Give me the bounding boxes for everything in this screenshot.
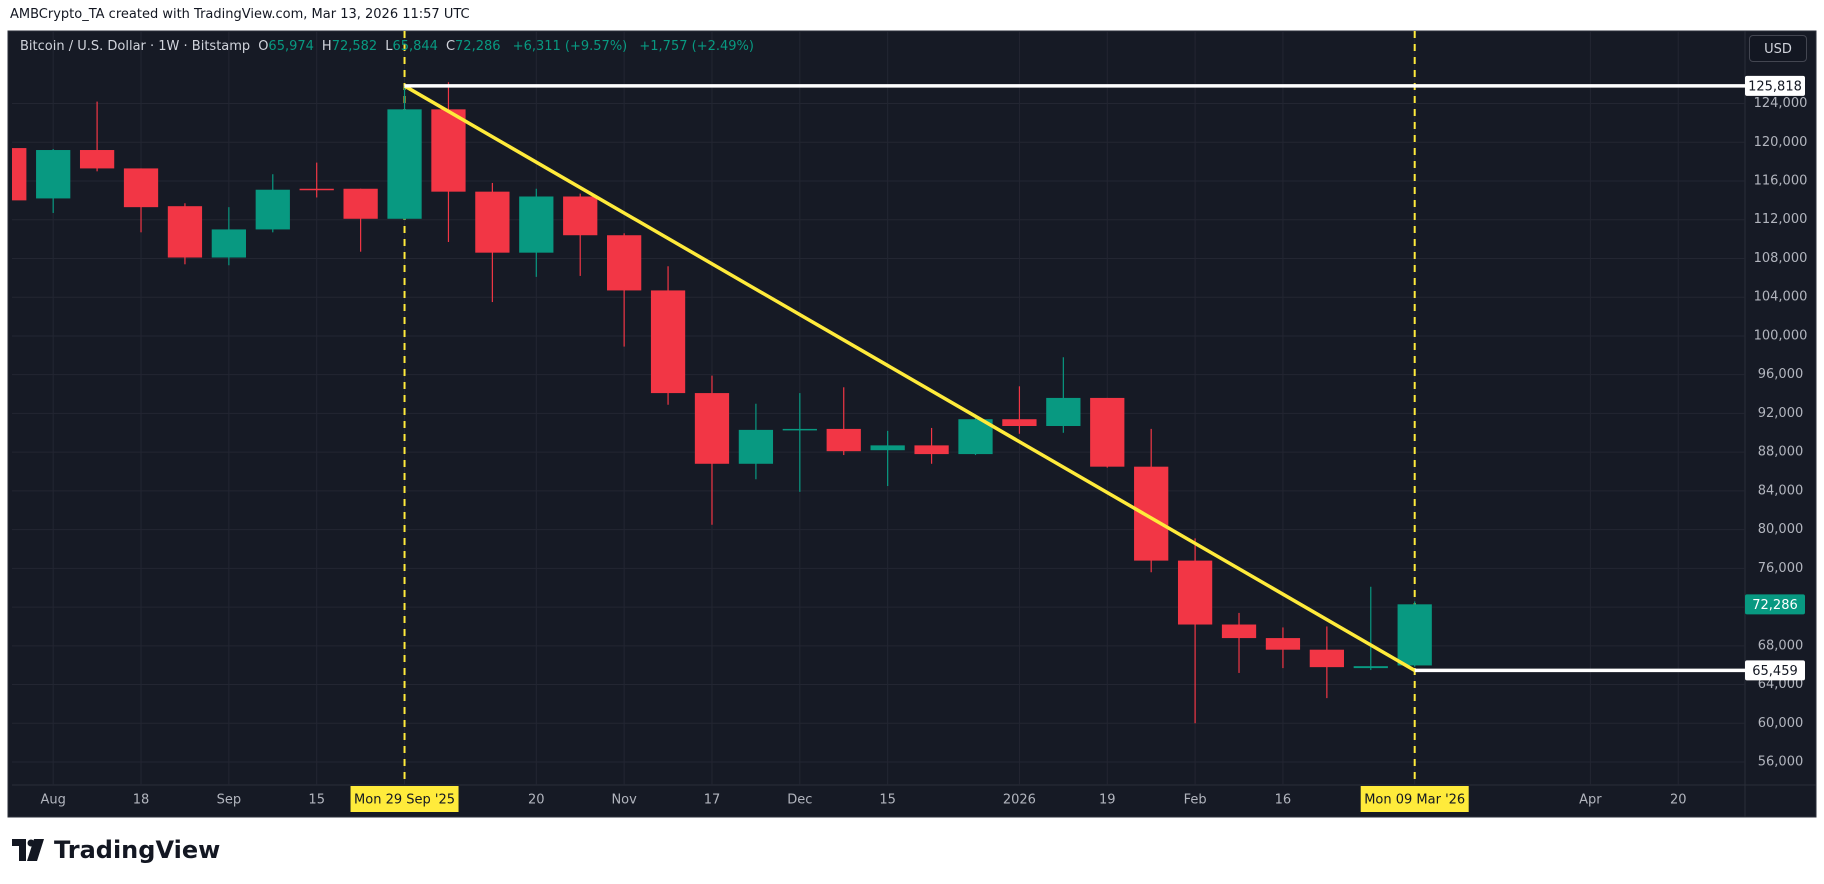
candle-body [870, 445, 905, 451]
x-tick-label: 20 [528, 793, 545, 808]
x-tick-label: 2026 [1003, 793, 1036, 808]
candle-body [211, 229, 246, 258]
x-tick-label: Apr [1579, 793, 1602, 808]
logo: TradingView [12, 836, 220, 864]
candle-body [519, 196, 554, 253]
candle-body [1265, 638, 1301, 650]
candle-body [826, 428, 861, 452]
currency-button[interactable]: USD [1749, 35, 1807, 62]
plot [12, 31, 1745, 785]
candle-body [1309, 649, 1344, 668]
candle-body [1090, 397, 1125, 467]
y-tick-label: 88,000 [1758, 445, 1804, 460]
x-tick-label: Feb [1184, 793, 1207, 808]
axes: 56,00060,00064,00068,00072,00076,00080,0… [40, 75, 1808, 812]
grid [12, 31, 1745, 785]
ohlc-key: H [321, 39, 332, 54]
x-tick-label: Dec [787, 793, 812, 808]
candle-body [1353, 666, 1388, 669]
x-tick-label: Sep [217, 793, 242, 808]
y-tick-label: 120,000 [1754, 135, 1808, 150]
x-tick-label: Nov [611, 793, 637, 808]
candle-body [343, 188, 378, 219]
y-tick-label: 64,000 [1758, 677, 1804, 692]
y-tick-label: 96,000 [1758, 367, 1804, 382]
x-tick-label: 20 [1670, 793, 1687, 808]
ohlc-value: 65,974 [268, 39, 314, 54]
x-tick-label: Aug [40, 793, 65, 808]
y-tick-label: 76,000 [1758, 561, 1804, 576]
ohlc-key: O [258, 39, 269, 54]
candle-body [914, 445, 949, 455]
candle-body [607, 235, 642, 291]
change: +6,311 (+9.57%) [512, 39, 628, 54]
ohlc-value: 72,582 [331, 39, 378, 54]
y-tick-label: 80,000 [1758, 522, 1804, 537]
trendline [403, 84, 1416, 672]
y-tick-label: 112,000 [1754, 212, 1808, 227]
x-tick-label: 16 [1275, 793, 1292, 808]
change: +1,757 (+2.49%) [639, 39, 754, 54]
candle-body [299, 188, 334, 191]
candle-body [475, 191, 510, 253]
candle-body [1046, 397, 1081, 427]
y-tick-label: 104,000 [1754, 290, 1808, 305]
x-label-highlight [350, 786, 459, 812]
candle-body [1002, 419, 1037, 427]
symbol: Bitcoin / U.S. Dollar · 1W · Bitstamp [20, 39, 251, 54]
ohlc-value: 65,844 [392, 39, 438, 54]
candle-body [255, 189, 290, 230]
price-label: 125,818 [1748, 79, 1802, 94]
y-tick-label: 124,000 [1754, 96, 1808, 111]
candle-body [387, 109, 422, 219]
y-tick-label: 68,000 [1758, 638, 1804, 653]
x-tick-label: 17 [704, 793, 721, 808]
candle-body [123, 168, 159, 208]
last-price-box [1745, 594, 1805, 615]
ohlc-key: C [445, 39, 456, 54]
candle-body [79, 150, 115, 169]
price-label-box [1745, 75, 1805, 96]
attribution: AMBCrypto_TA created with TradingView.co… [10, 7, 470, 22]
candle-body [1134, 466, 1169, 561]
candle-body [431, 109, 466, 192]
ohlc-value: 72,286 [455, 39, 501, 54]
candle-body [12, 148, 27, 201]
candle-body [1221, 624, 1257, 639]
x-tick-label: Mon 09 Mar '26 [1364, 793, 1465, 808]
y-tick-label: 56,000 [1758, 755, 1804, 770]
candle-body [782, 428, 817, 431]
candle-body [694, 393, 730, 464]
candle-body [167, 206, 203, 258]
x-tick-label: 18 [133, 793, 150, 808]
x-tick-label: 19 [1099, 793, 1116, 808]
x-tick-label: 15 [308, 793, 325, 808]
candle-body [36, 150, 71, 199]
y-tick-label: 100,000 [1754, 328, 1808, 343]
x-label-highlight [1360, 786, 1469, 812]
y-tick-label: 116,000 [1754, 174, 1808, 189]
price-label-box [1745, 660, 1805, 681]
logo-icon [12, 839, 44, 861]
last-price-label: 72,286 [1752, 598, 1798, 613]
candle-body [1397, 604, 1432, 666]
candle-body [650, 290, 686, 394]
y-tick-label: 92,000 [1758, 406, 1804, 421]
x-tick-label: Mon 29 Sep '25 [354, 793, 455, 808]
logo-text: TradingView [54, 836, 221, 864]
legend: Bitcoin / U.S. Dollar · 1W · Bitstamp O65… [20, 39, 754, 54]
y-tick-label: 108,000 [1754, 251, 1808, 266]
price-label: 65,459 [1752, 664, 1798, 679]
candle-body [563, 196, 598, 236]
candle-body [738, 429, 774, 464]
x-tick-label: 15 [879, 793, 896, 808]
candle-body [958, 419, 993, 455]
ohlc-key: L [385, 39, 393, 54]
y-tick-label: 60,000 [1758, 716, 1804, 731]
chart-background [7, 30, 1817, 818]
y-tick-label: 84,000 [1758, 483, 1804, 498]
candle-body [1177, 560, 1213, 625]
